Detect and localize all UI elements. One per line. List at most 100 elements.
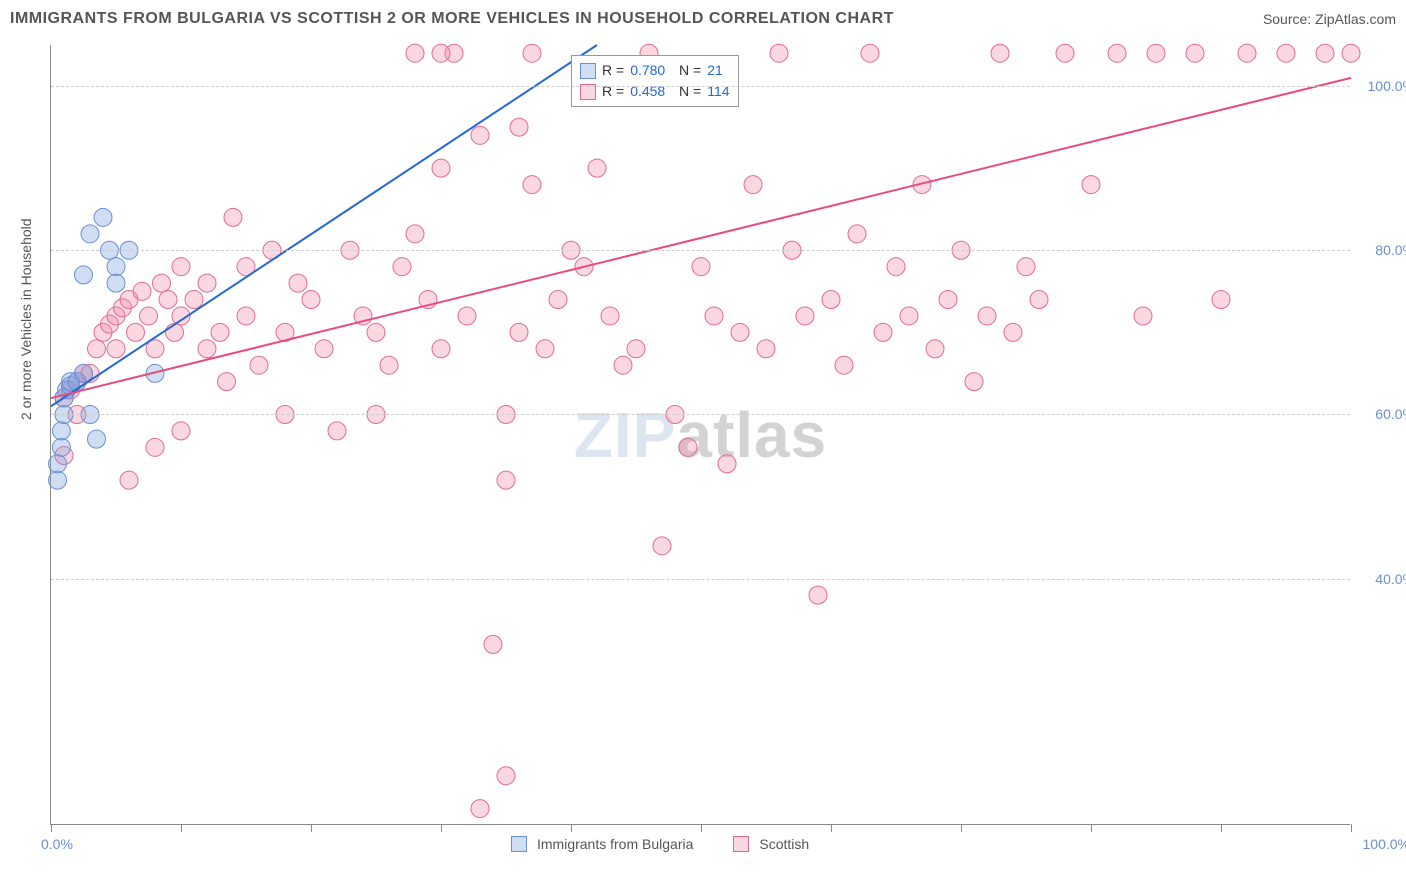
data-point <box>510 118 528 136</box>
n-value-scottish: 114 <box>707 81 729 102</box>
data-point <box>218 373 236 391</box>
data-point <box>1134 307 1152 325</box>
data-point <box>81 225 99 243</box>
data-point <box>939 291 957 309</box>
data-point <box>250 356 268 374</box>
data-point <box>49 471 67 489</box>
chart-title: IMMIGRANTS FROM BULGARIA VS SCOTTISH 2 O… <box>10 10 894 28</box>
data-point <box>497 767 515 785</box>
x-tick-label-left: 0.0% <box>41 836 73 852</box>
y-tick-label: 100.0% <box>1368 78 1406 94</box>
data-point <box>1238 44 1256 62</box>
data-point <box>172 258 190 276</box>
data-point <box>653 537 671 555</box>
data-point <box>406 225 424 243</box>
gridline <box>51 579 1350 580</box>
data-point <box>536 340 554 358</box>
chart-area: ZIPatlas R = 0.780 N = 21 R = 0.458 N = … <box>50 45 1350 825</box>
data-point <box>198 274 216 292</box>
data-point <box>588 159 606 177</box>
data-point <box>978 307 996 325</box>
data-point <box>471 800 489 818</box>
data-point <box>49 455 67 473</box>
data-point <box>614 356 632 374</box>
swatch-bulgaria <box>580 63 596 79</box>
data-point <box>1082 176 1100 194</box>
legend-row-scottish: R = 0.458 N = 114 <box>580 81 730 102</box>
data-point <box>153 274 171 292</box>
data-point <box>731 323 749 341</box>
data-point <box>458 307 476 325</box>
data-point <box>471 126 489 144</box>
data-point <box>88 430 106 448</box>
data-point <box>900 307 918 325</box>
data-point <box>107 258 125 276</box>
data-point <box>822 291 840 309</box>
data-point <box>861 44 879 62</box>
correlation-legend: R = 0.780 N = 21 R = 0.458 N = 114 <box>571 55 739 107</box>
series-legend: Immigrants from Bulgaria Scottish <box>511 836 809 852</box>
gridline <box>51 250 1350 251</box>
data-point <box>432 44 450 62</box>
y-tick-label: 80.0% <box>1375 242 1406 258</box>
x-tick <box>1351 824 1352 832</box>
data-point <box>679 438 697 456</box>
data-point <box>146 438 164 456</box>
data-point <box>523 176 541 194</box>
data-point <box>523 44 541 62</box>
data-point <box>1186 44 1204 62</box>
data-point <box>1277 44 1295 62</box>
data-point <box>127 323 145 341</box>
x-tick <box>961 824 962 832</box>
source-label: Source: ZipAtlas.com <box>1263 11 1396 27</box>
data-point <box>224 208 242 226</box>
data-point <box>159 291 177 309</box>
data-point <box>1342 44 1360 62</box>
data-point <box>393 258 411 276</box>
data-point <box>991 44 1009 62</box>
data-point <box>107 340 125 358</box>
legend-label-scottish: Scottish <box>759 836 809 852</box>
r-value-scottish: 0.458 <box>630 81 665 102</box>
x-tick <box>51 824 52 832</box>
data-point <box>432 159 450 177</box>
legend-row-bulgaria: R = 0.780 N = 21 <box>580 60 730 81</box>
x-tick <box>1091 824 1092 832</box>
scatter-plot <box>51 45 1350 824</box>
data-point <box>809 586 827 604</box>
legend-label-bulgaria: Immigrants from Bulgaria <box>537 836 693 852</box>
gridline <box>51 414 1350 415</box>
data-point <box>796 307 814 325</box>
x-tick <box>1221 824 1222 832</box>
data-point <box>52 422 70 440</box>
data-point <box>1004 323 1022 341</box>
data-point <box>406 44 424 62</box>
y-axis-label: 2 or more Vehicles in Household <box>18 218 34 420</box>
data-point <box>887 258 905 276</box>
data-point <box>367 323 385 341</box>
data-point <box>315 340 333 358</box>
y-tick-label: 40.0% <box>1375 571 1406 587</box>
r-label: R = <box>602 81 624 102</box>
x-tick <box>181 824 182 832</box>
trend-line <box>51 78 1351 398</box>
data-point <box>198 340 216 358</box>
x-tick <box>701 824 702 832</box>
data-point <box>328 422 346 440</box>
data-point <box>1147 44 1165 62</box>
data-point <box>484 635 502 653</box>
data-point <box>510 323 528 341</box>
data-point <box>1108 44 1126 62</box>
data-point <box>627 340 645 358</box>
data-point <box>1212 291 1230 309</box>
data-point <box>848 225 866 243</box>
n-value-bulgaria: 21 <box>707 60 723 81</box>
data-point <box>757 340 775 358</box>
data-point <box>140 307 158 325</box>
swatch-scottish-bottom <box>733 836 749 852</box>
x-tick <box>831 824 832 832</box>
data-point <box>705 307 723 325</box>
data-point <box>1316 44 1334 62</box>
swatch-bulgaria-bottom <box>511 836 527 852</box>
r-value-bulgaria: 0.780 <box>630 60 665 81</box>
